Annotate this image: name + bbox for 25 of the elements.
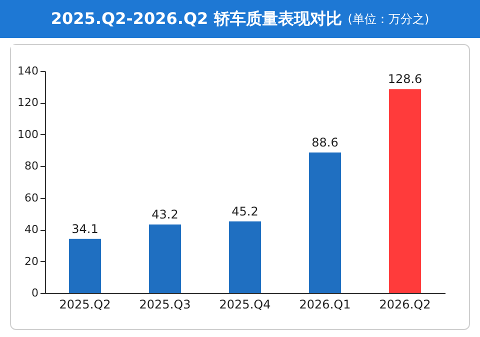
y-tick-label: 80 xyxy=(24,160,38,173)
data-label: 128.6 xyxy=(388,72,422,86)
data-label: 43.2 xyxy=(152,207,178,222)
chart-subtitle: (单位：万分之) xyxy=(348,10,430,28)
x-tick-label: 2025.Q4 xyxy=(219,298,271,312)
data-label: 88.6 xyxy=(312,136,338,150)
bar xyxy=(389,89,421,293)
y-tick-label: 40 xyxy=(24,223,38,236)
y-tick-label: 0 xyxy=(32,286,38,300)
x-tick-label: 2025.Q3 xyxy=(139,298,191,312)
x-tick-label: 2025.Q2 xyxy=(59,298,111,312)
y-tick-label: 120 xyxy=(18,96,38,110)
bar xyxy=(229,221,261,293)
x-tick-label: 2026.Q1 xyxy=(299,298,351,312)
bar xyxy=(309,152,341,293)
chart-title: 2025.Q2-2026.Q2 轿车质量表现对比 xyxy=(50,8,342,30)
x-tick-label: 2026.Q2 xyxy=(379,298,431,312)
data-label: 45.2 xyxy=(232,204,258,218)
y-tick-label: 60 xyxy=(24,191,38,204)
y-tick-label: 140 xyxy=(18,64,38,78)
bar xyxy=(149,224,181,293)
y-tick-label: 100 xyxy=(18,128,38,141)
y-tick-label: 20 xyxy=(24,254,38,268)
data-label: 34.1 xyxy=(72,222,98,236)
bar xyxy=(69,238,101,293)
